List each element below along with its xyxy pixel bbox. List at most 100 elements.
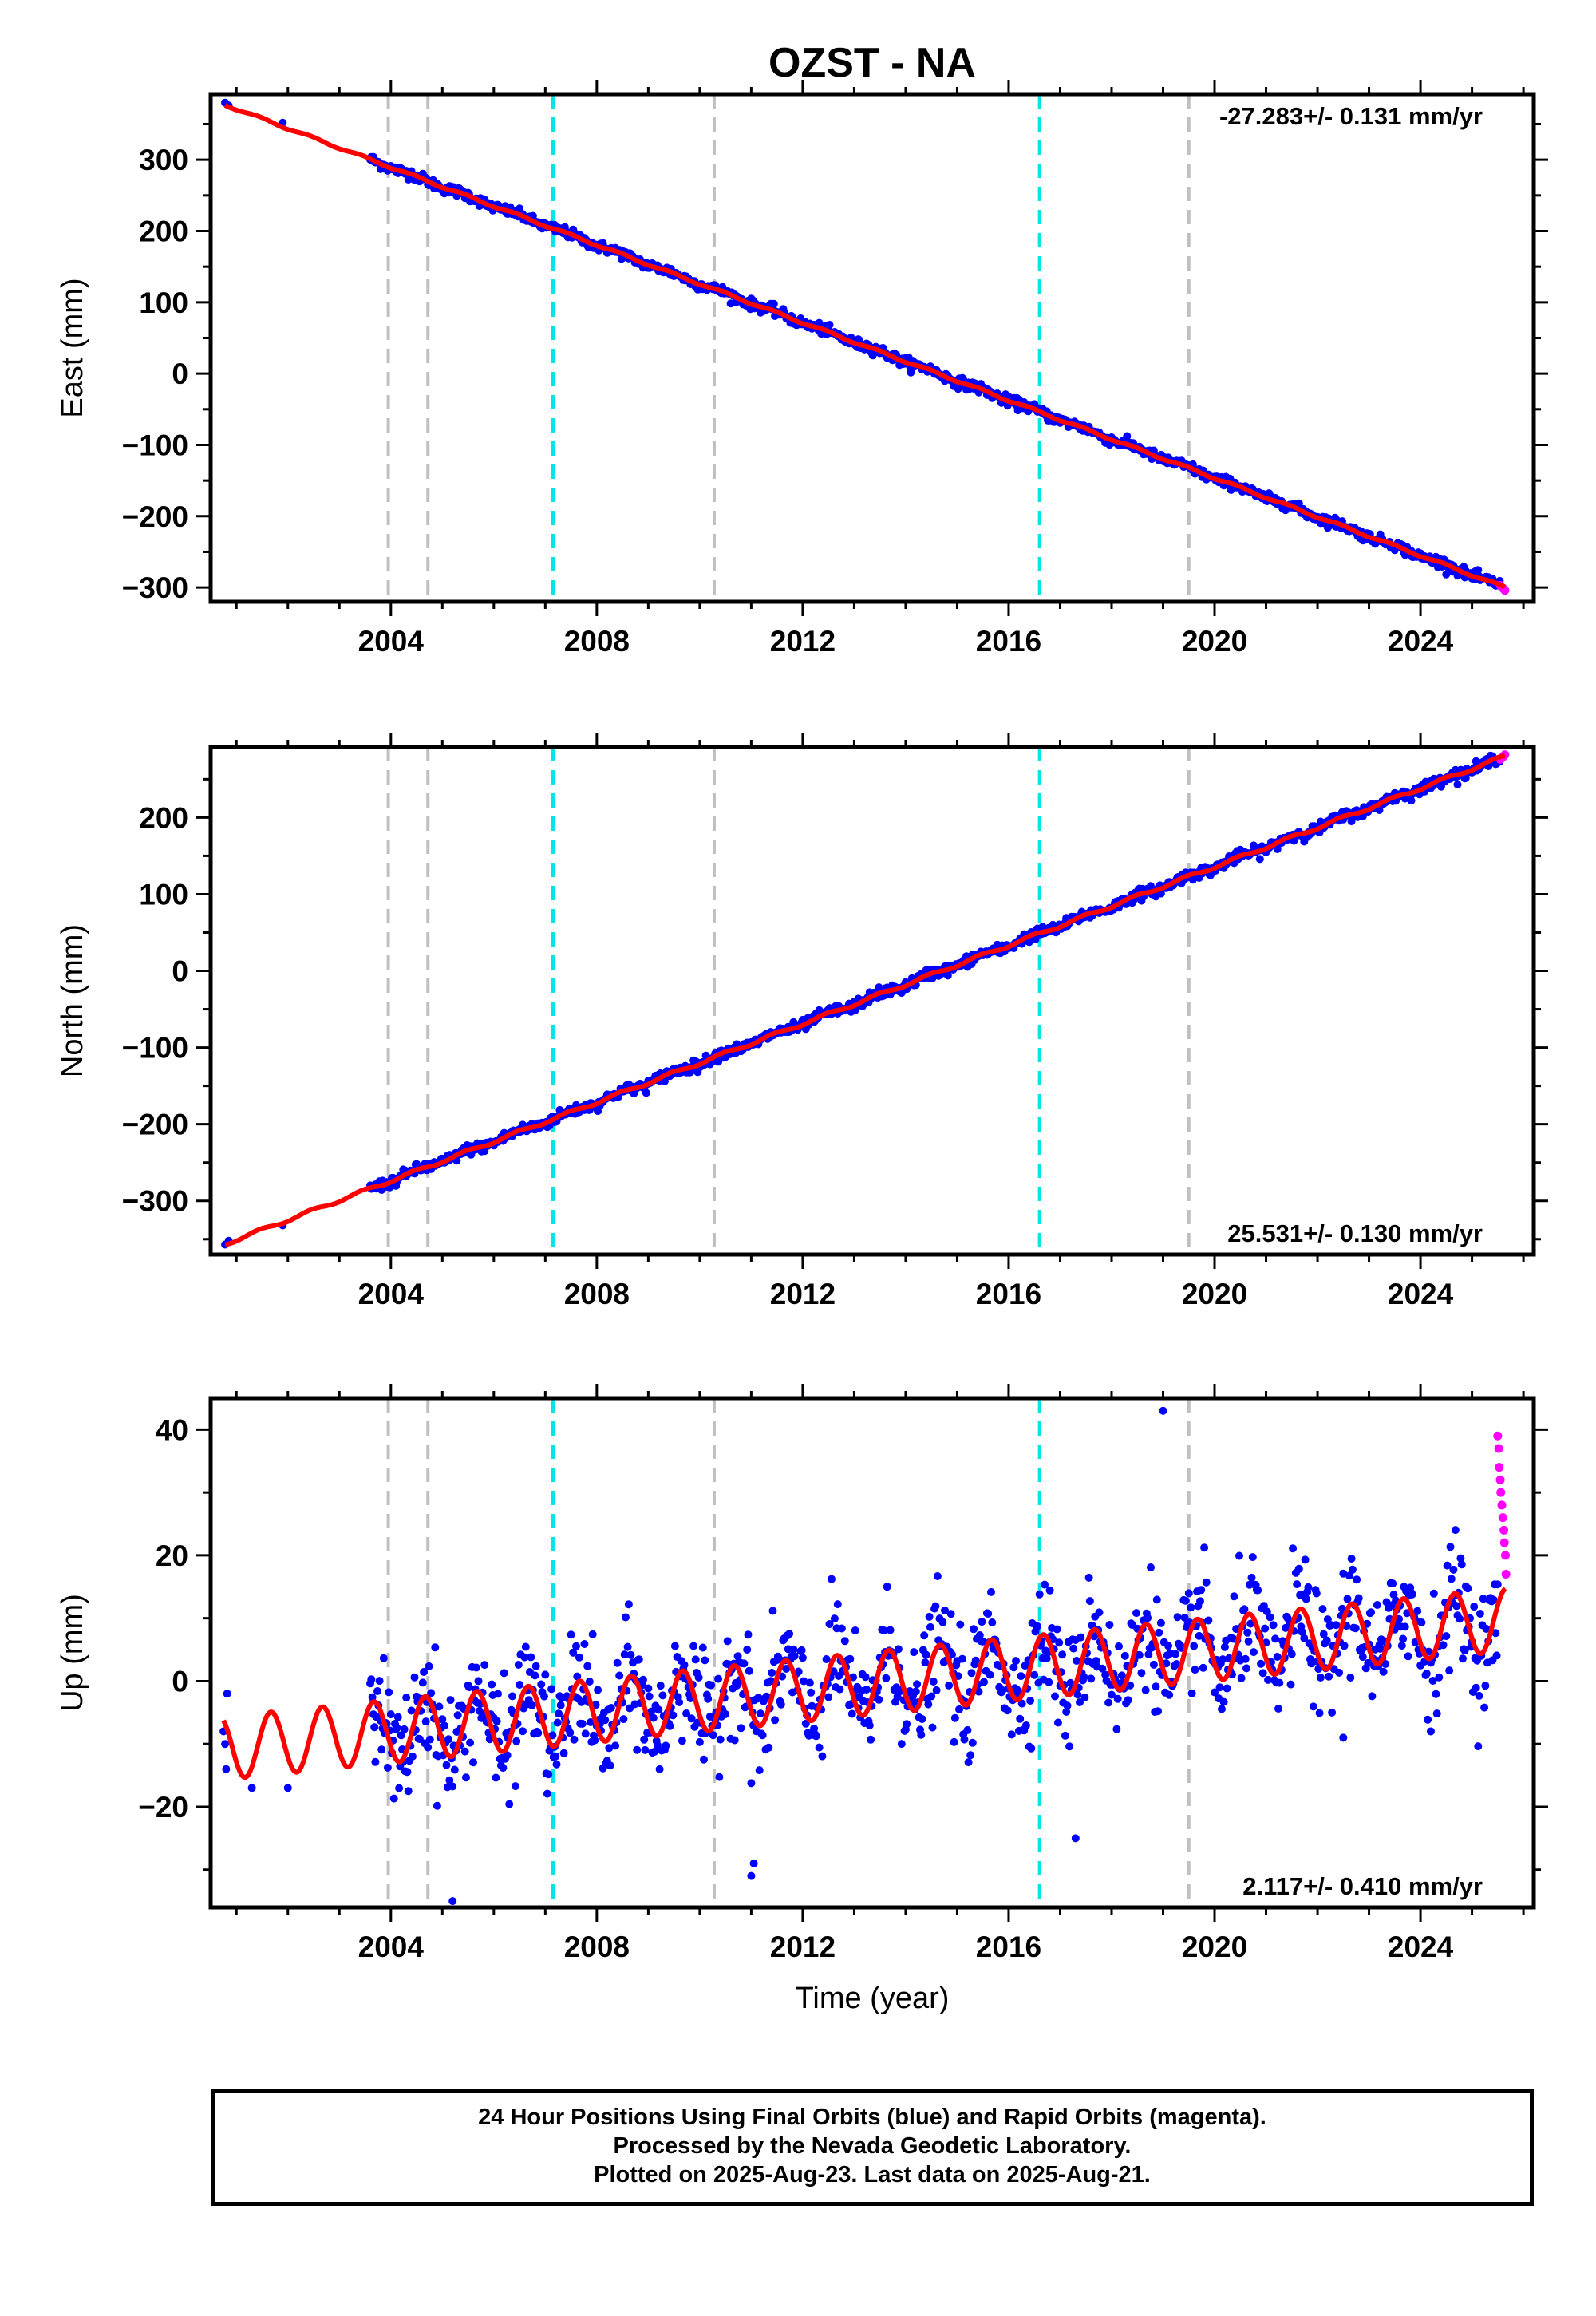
caption-line-2: Processed by the Nevada Geodetic Laborat… [613,2133,1132,2159]
data-point [654,1705,663,1714]
data-point [656,1682,665,1690]
data-point [389,1794,398,1803]
data-point [955,1705,963,1713]
data-point [494,1690,502,1698]
data-point [1156,1618,1165,1627]
data-point [1432,1709,1441,1718]
data-point [960,1735,969,1744]
data-point [1087,1674,1096,1683]
data-point [1173,1613,1182,1622]
data-point [1147,1563,1155,1571]
data-point [400,1725,409,1733]
data-point [1275,1678,1284,1687]
data-point [764,1743,773,1752]
data-point [1273,1653,1282,1661]
data-point [640,1735,649,1744]
data-point [689,1642,698,1650]
caption-line-1: 24 Hour Positions Using Final Orbits (bl… [478,2105,1266,2130]
data-point [847,1709,856,1718]
data-point [1204,1616,1213,1625]
data-point [1085,1597,1094,1606]
data-point [882,1674,891,1682]
data-point [964,1758,973,1767]
data-point [1475,1691,1483,1700]
data-point [559,1749,568,1757]
data-point [797,1646,806,1654]
data-point [1400,1622,1409,1631]
x-tick-label: 2020 [1182,625,1247,658]
data-point [1446,1543,1455,1551]
data-point [1346,1674,1355,1682]
data-point [421,1717,430,1726]
chart-title: OZST - NA [768,40,976,86]
x-tick-label: 2012 [770,1931,836,1963]
data-point [1027,1744,1036,1753]
y-tick-label: 40 [156,1413,188,1446]
data-point [1187,1689,1196,1697]
data-point [377,1745,386,1754]
data-point [932,1686,941,1694]
data-point [1117,1671,1126,1680]
data-point [958,1654,966,1663]
data-point [737,1724,745,1733]
data-point [1266,1613,1274,1622]
data-point [1105,1621,1114,1629]
data-point [1257,1659,1266,1668]
y-tick-label: 20 [156,1539,188,1572]
rapid-point [1501,1570,1511,1579]
data-point [1065,1742,1074,1751]
data-point [403,1768,412,1777]
data-point [1351,1624,1360,1633]
data-point [1030,1670,1039,1679]
y-tick-label: −300 [122,571,188,604]
data-point [1149,1660,1158,1669]
data-point [1470,1603,1479,1611]
data-point [556,1701,565,1709]
data-point [1244,1637,1253,1646]
outlier-point [1339,1733,1348,1742]
data-point [588,1630,597,1638]
data-point [1347,1555,1356,1563]
data-point [1003,1706,1012,1715]
data-point [768,1607,777,1615]
y-tick-label: −100 [122,429,188,461]
outlier-point [1071,1834,1080,1843]
data-point [370,1723,379,1732]
model-curve [223,753,1507,1247]
data-point [744,1630,753,1639]
data-point [623,1642,632,1651]
data-point [540,1692,548,1701]
caption-box: 24 Hour Positions Using Final Orbits (bl… [211,2089,1534,2206]
data-point [1021,1721,1030,1729]
data-point [1120,1651,1129,1660]
data-point [1218,1705,1226,1713]
data-point [1481,1682,1490,1690]
data-point [1144,1614,1152,1622]
data-point [757,1709,764,1718]
data-point [469,1758,477,1767]
data-point [585,1678,594,1686]
data-point [798,1654,807,1662]
data-point [367,1675,376,1684]
data-point [644,1684,653,1693]
data-point [1243,1628,1252,1637]
data-point [1007,1730,1016,1739]
y-axis-label: North (mm) [56,924,89,1077]
y-tick-label: −200 [122,500,188,533]
data-point [1113,1694,1122,1703]
data-point [925,1612,934,1621]
rate-label: 25.531+/- 0.130 mm/yr [1227,1219,1483,1247]
y-tick-label: 0 [172,1665,188,1697]
data-point [566,1729,575,1737]
data-point [1197,1586,1206,1595]
data-point [1191,1666,1199,1674]
data-point [1242,1664,1250,1673]
x-tick-label: 2004 [358,1931,425,1963]
data-point [1480,1703,1489,1712]
data-point [626,1650,635,1659]
x-tick-label: 2016 [976,1278,1041,1310]
data-point [1447,1575,1456,1583]
data-point [662,1741,670,1750]
data-point [404,1787,413,1796]
data-point [480,1661,489,1670]
